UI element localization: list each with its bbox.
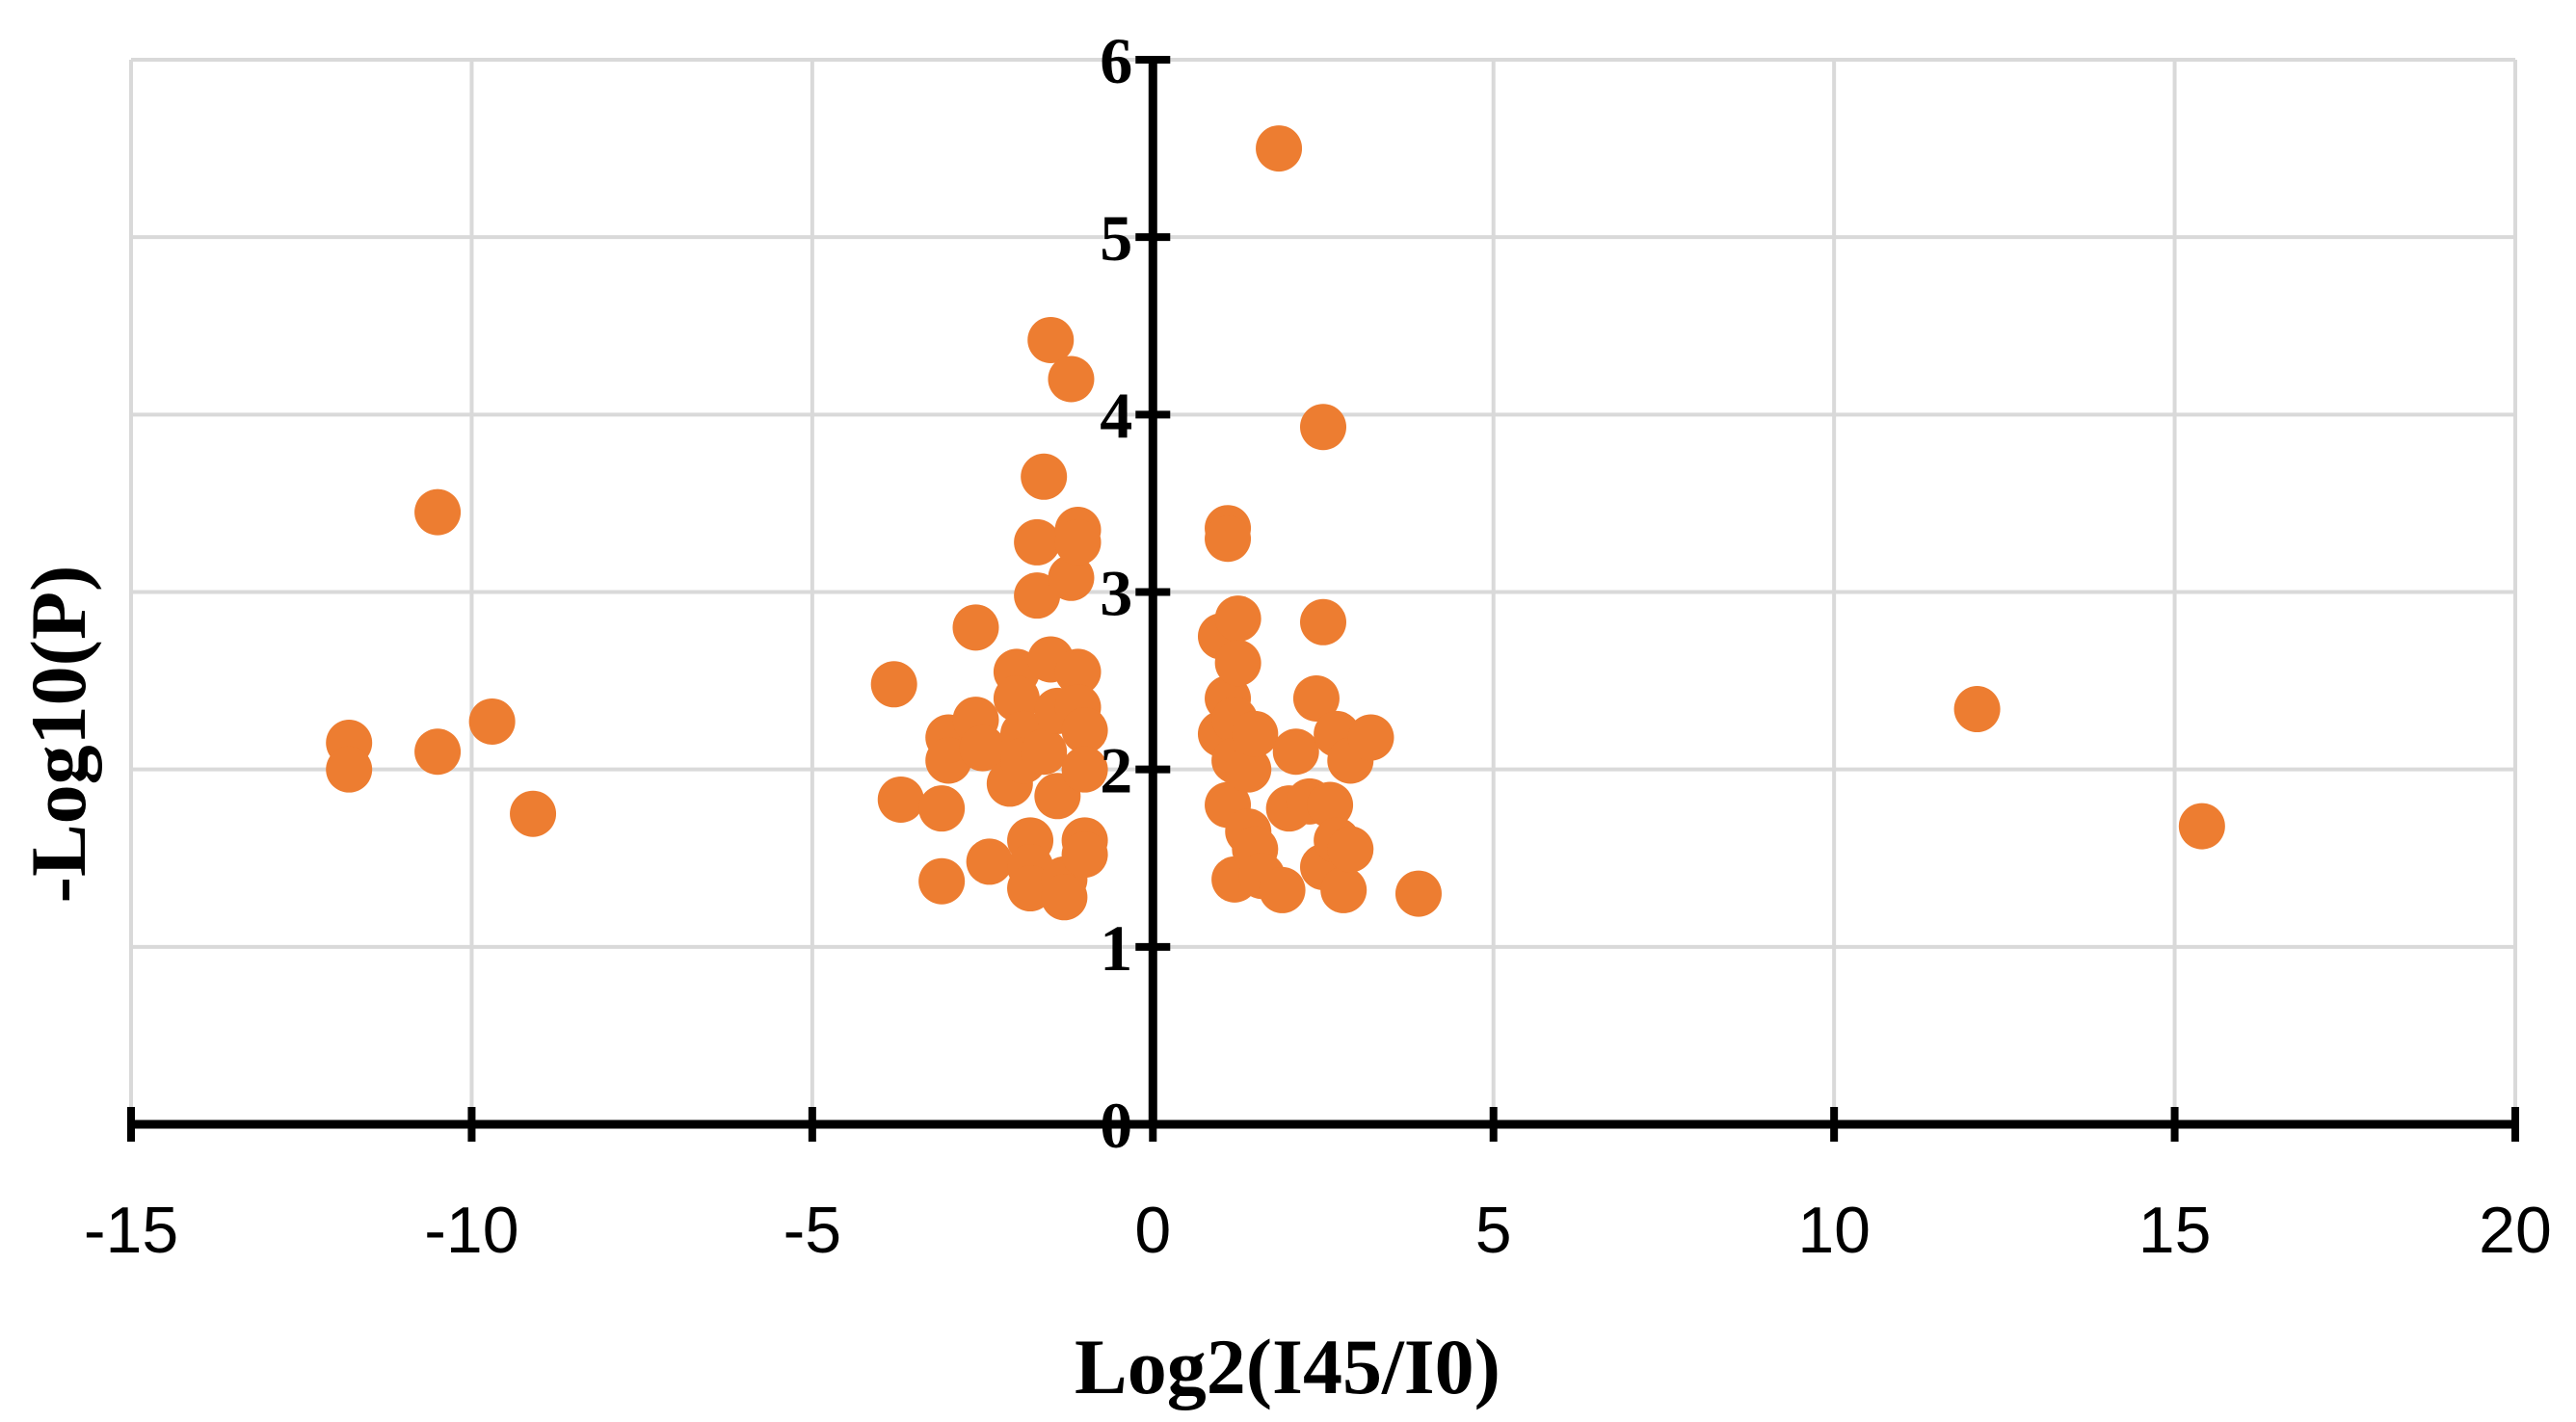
x-tick-label: -15 bbox=[84, 1194, 178, 1267]
data-point bbox=[1061, 831, 1108, 879]
data-point bbox=[959, 724, 1006, 772]
x-tick-label: 0 bbox=[1134, 1194, 1171, 1267]
data-point bbox=[1041, 874, 1088, 921]
data-point bbox=[1320, 866, 1368, 913]
data-point bbox=[1061, 707, 1108, 754]
data-point bbox=[1327, 826, 1374, 873]
data-point bbox=[1048, 554, 1095, 601]
y-axis-title: -Log10(P) bbox=[14, 566, 102, 904]
tick-labels: -15 -10 -5 0 5 10 15 20 0 1 2 3 4 5 6 bbox=[84, 24, 2552, 1267]
y-tick-label: 2 bbox=[1100, 734, 1132, 807]
data-point bbox=[1214, 640, 1261, 687]
data-point bbox=[1394, 870, 1442, 917]
data-point bbox=[1272, 728, 1319, 776]
x-tick-label: 15 bbox=[2138, 1194, 2212, 1267]
x-axis-title: Log2(I45/I0) bbox=[1075, 1323, 1500, 1410]
data-point bbox=[870, 661, 917, 708]
data-point bbox=[1300, 404, 1346, 451]
data-point bbox=[1021, 728, 1068, 776]
data-point bbox=[1061, 746, 1108, 793]
y-tick-label: 3 bbox=[1100, 557, 1132, 630]
data-point bbox=[1014, 572, 1061, 619]
data-point bbox=[1054, 648, 1102, 696]
data-point bbox=[952, 604, 999, 651]
y-tick-label: 6 bbox=[1100, 24, 1132, 97]
data-point bbox=[1027, 316, 1075, 363]
data-point bbox=[1021, 453, 1068, 500]
data-point bbox=[877, 776, 924, 823]
data-point bbox=[966, 838, 1013, 885]
x-tick-label: 5 bbox=[1475, 1194, 1512, 1267]
data-point bbox=[1225, 746, 1272, 793]
y-tick-label: 4 bbox=[1100, 379, 1132, 452]
data-point bbox=[1214, 595, 1261, 643]
data-point bbox=[1232, 710, 1279, 757]
data-point bbox=[1054, 518, 1102, 566]
data-point bbox=[1048, 356, 1095, 403]
data-point bbox=[1347, 714, 1394, 761]
x-tick-label: -5 bbox=[783, 1194, 841, 1267]
data-points bbox=[326, 125, 2225, 921]
x-tick-label: -10 bbox=[424, 1194, 518, 1267]
data-point bbox=[1256, 125, 1303, 172]
data-point bbox=[1205, 515, 1252, 563]
data-point bbox=[918, 857, 966, 905]
data-point bbox=[1307, 781, 1354, 829]
data-point bbox=[510, 790, 557, 837]
data-point bbox=[1300, 598, 1346, 645]
data-point bbox=[918, 785, 966, 832]
data-point bbox=[2178, 803, 2225, 850]
data-point bbox=[468, 698, 516, 745]
data-point bbox=[414, 728, 462, 776]
data-point bbox=[993, 675, 1040, 722]
data-point bbox=[1259, 866, 1306, 913]
y-tick-label: 1 bbox=[1100, 911, 1132, 985]
x-tick-label: 20 bbox=[2479, 1194, 2552, 1267]
data-point bbox=[326, 746, 373, 793]
data-point bbox=[1953, 686, 2001, 733]
data-point bbox=[414, 488, 462, 536]
y-tick-label: 0 bbox=[1100, 1089, 1132, 1162]
y-tick-label: 5 bbox=[1100, 201, 1132, 275]
data-point bbox=[1014, 518, 1061, 566]
x-tick-label: 10 bbox=[1797, 1194, 1871, 1267]
axes bbox=[127, 56, 2519, 1142]
data-point bbox=[1292, 675, 1340, 722]
